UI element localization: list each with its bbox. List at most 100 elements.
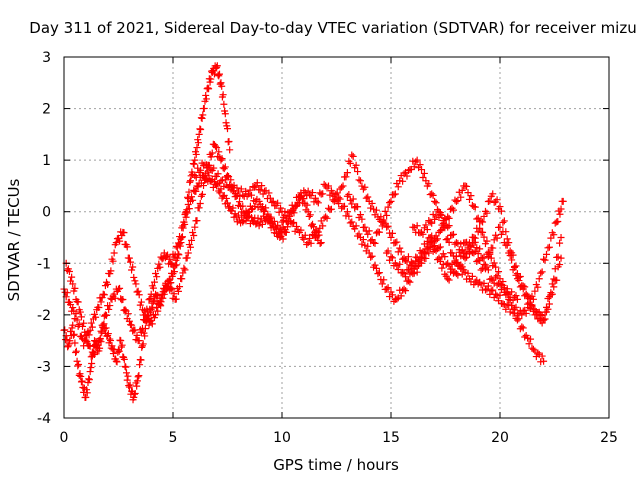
data-point bbox=[487, 287, 495, 295]
data-point bbox=[391, 239, 399, 247]
data-point bbox=[457, 193, 465, 201]
data-point bbox=[134, 287, 142, 295]
data-point bbox=[454, 271, 462, 279]
data-point bbox=[87, 319, 95, 327]
data-point bbox=[186, 177, 194, 185]
data-point bbox=[190, 232, 198, 240]
data-point bbox=[141, 316, 149, 324]
data-point bbox=[194, 136, 202, 144]
series-4 bbox=[278, 180, 548, 366]
x-tick-label: 25 bbox=[600, 430, 618, 446]
data-point bbox=[439, 260, 447, 268]
data-point bbox=[484, 253, 492, 261]
data-point bbox=[247, 205, 255, 213]
data-point bbox=[121, 306, 129, 314]
data-point bbox=[428, 219, 436, 227]
data-point bbox=[383, 211, 391, 219]
data-point bbox=[374, 270, 382, 278]
chart-title: Day 311 of 2021, Sidereal Day-to-day VTE… bbox=[29, 19, 636, 37]
data-point bbox=[174, 287, 182, 295]
data-point bbox=[96, 336, 104, 344]
data-point bbox=[198, 190, 206, 198]
data-point bbox=[108, 295, 116, 303]
data-point bbox=[194, 183, 202, 191]
data-point bbox=[258, 203, 266, 211]
data-point bbox=[422, 250, 430, 258]
data-point bbox=[484, 266, 492, 274]
data-point bbox=[500, 217, 508, 225]
data-point bbox=[516, 273, 524, 281]
data-point bbox=[548, 280, 556, 288]
data-point bbox=[207, 75, 215, 83]
data-point bbox=[311, 233, 319, 241]
data-point bbox=[106, 335, 114, 343]
data-point bbox=[171, 251, 179, 259]
data-point bbox=[394, 183, 402, 191]
data-point bbox=[461, 249, 469, 257]
data-point bbox=[275, 230, 283, 238]
data-point bbox=[550, 275, 558, 283]
data-point bbox=[535, 275, 543, 283]
data-point bbox=[306, 211, 314, 219]
data-points bbox=[60, 62, 567, 404]
data-point bbox=[222, 194, 230, 202]
data-point bbox=[416, 161, 424, 169]
data-point bbox=[176, 283, 184, 291]
data-point bbox=[538, 319, 546, 327]
data-point bbox=[270, 217, 278, 225]
data-point bbox=[519, 324, 527, 332]
data-point bbox=[476, 224, 484, 232]
data-point bbox=[103, 311, 111, 319]
data-point bbox=[499, 218, 507, 226]
data-point bbox=[196, 199, 204, 207]
data-point bbox=[445, 276, 453, 284]
data-point bbox=[172, 295, 180, 303]
data-point bbox=[390, 191, 398, 199]
data-point bbox=[288, 220, 296, 228]
data-point bbox=[387, 233, 395, 241]
data-point bbox=[365, 227, 373, 235]
data-point bbox=[130, 393, 138, 401]
data-point bbox=[205, 85, 213, 93]
data-point bbox=[220, 165, 228, 173]
data-point bbox=[285, 209, 293, 217]
data-point bbox=[76, 308, 84, 316]
data-point bbox=[258, 182, 266, 190]
data-point bbox=[135, 291, 143, 299]
data-point bbox=[557, 234, 565, 241]
data-point bbox=[148, 320, 156, 328]
data-point bbox=[383, 223, 391, 231]
data-point bbox=[213, 63, 221, 71]
data-point bbox=[396, 260, 404, 268]
data-point bbox=[174, 239, 182, 247]
data-point bbox=[164, 251, 172, 259]
data-point bbox=[183, 254, 191, 262]
data-point bbox=[448, 231, 456, 239]
data-point bbox=[73, 357, 81, 365]
y-axis-label: SDTVAR / TECUs bbox=[5, 178, 23, 301]
data-point bbox=[352, 222, 360, 230]
data-point bbox=[431, 215, 439, 223]
data-point bbox=[115, 285, 122, 293]
data-point bbox=[476, 257, 484, 265]
data-point bbox=[502, 288, 510, 296]
data-point bbox=[338, 183, 346, 191]
data-point bbox=[358, 215, 366, 223]
data-point bbox=[476, 245, 484, 253]
data-point bbox=[298, 195, 306, 203]
data-point bbox=[499, 278, 507, 286]
data-point bbox=[297, 226, 305, 234]
data-point bbox=[139, 340, 147, 348]
data-point bbox=[97, 298, 105, 306]
data-point bbox=[483, 285, 491, 293]
data-point bbox=[406, 278, 414, 286]
data-point bbox=[120, 355, 128, 363]
data-point bbox=[149, 284, 157, 292]
data-point bbox=[557, 205, 565, 213]
data-point bbox=[267, 213, 275, 221]
data-point bbox=[233, 184, 241, 192]
data-point bbox=[496, 203, 504, 211]
x-axis-label: GPS time / hours bbox=[273, 456, 399, 474]
data-point bbox=[537, 311, 545, 319]
data-point bbox=[352, 161, 360, 169]
